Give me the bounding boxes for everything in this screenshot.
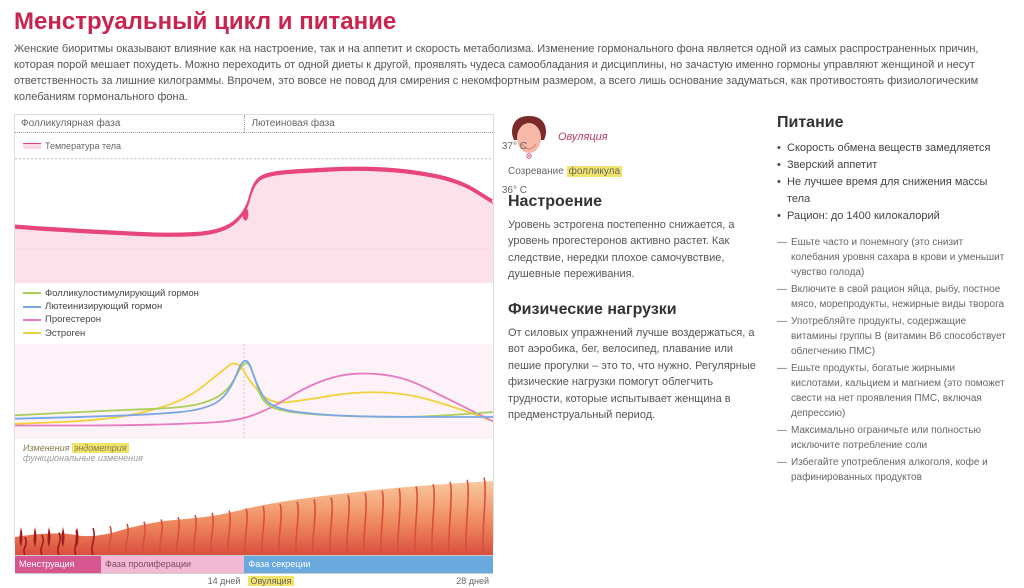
endo-label-hl: эндометрия — [72, 443, 129, 453]
ovulation-box: Овуляция — [508, 114, 763, 160]
segment-proliferation: Фаза пролиферации — [101, 556, 244, 573]
hormone-legend: Фолликулостимулирующий гормон Лютеинизир… — [15, 283, 493, 344]
phase-luteal: Лютеиновая фаза — [244, 115, 493, 133]
legend-fsh: Фолликулостимулирующий гормон — [23, 287, 485, 300]
days-ovulation: Овуляция — [244, 574, 297, 588]
intro-paragraph: Женские биоритмы оказывают влияние как н… — [14, 42, 1010, 106]
legend-lh-label: Лютеинизирующий гормон — [45, 300, 162, 313]
legend-estr-label: Эстроген — [45, 327, 85, 340]
follicle-label: Созревание фолликула — [508, 166, 763, 177]
hormone-svg — [15, 344, 493, 439]
columns: Фолликулярная фаза Лютеиновая фаза 37° С… — [14, 114, 1010, 544]
legend-prog: Прогестерон — [23, 313, 485, 326]
segment-secretion: Фаза секреции — [244, 556, 493, 573]
temp-legend: Температура тела — [23, 141, 121, 151]
temp-chart-area: 37° С 36° С Температура тела — [15, 133, 493, 283]
temperature-svg — [15, 133, 493, 283]
phase-follicular: Фолликулярная фаза — [15, 115, 244, 133]
infographic-root: Менструальный цикл и питание Женские био… — [0, 0, 1024, 566]
main-title: Менструальный цикл и питание — [14, 8, 1010, 36]
segment-menstruation: Менструация — [15, 556, 101, 573]
nutrition-tip: Включите в свой рацион яйца, рыбу, постн… — [777, 282, 1007, 312]
nutrition-bullets: Скорость обмена веществ замедляетсяЗверс… — [777, 140, 1007, 225]
endometrium-label: Изменения эндометрия функциональные изме… — [15, 439, 493, 467]
temp-37-label: 37° С — [502, 141, 527, 152]
nutrition-bullet: Рацион: до 1400 килокалорий — [777, 208, 1007, 225]
days-14: 14 дней — [15, 574, 244, 588]
right-column: Питание Скорость обмена веществ замедляе… — [777, 114, 1007, 544]
ovulation-label: Овуляция — [558, 131, 608, 143]
nutrition-bullet: Скорость обмена веществ замедляется — [777, 140, 1007, 157]
nutrition-tip: Ешьте часто и понемногу (это снизит коле… — [777, 235, 1007, 280]
nutrition-tip: Максимально ограничьте или полностью иск… — [777, 423, 1007, 453]
endometrium-band — [15, 467, 493, 555]
mood-paragraph: Уровень эстрогена постепенно снижается, … — [508, 217, 763, 283]
face-icon — [508, 114, 550, 160]
nutrition-tips: Ешьте часто и понемногу (это снизит коле… — [777, 235, 1007, 485]
phase-segments-row: Менструация Фаза пролиферации Фаза секре… — [15, 555, 493, 573]
nutrition-heading: Питание — [777, 114, 1007, 132]
chart-wrap: Фолликулярная фаза Лютеиновая фаза 37° С… — [14, 114, 494, 544]
chart-column: Фолликулярная фаза Лютеиновая фаза 37° С… — [14, 114, 494, 544]
follicle-label-hl: фолликула — [567, 166, 623, 177]
temp-36-label: 36° С — [502, 185, 527, 196]
nutrition-bullet: Зверский аппетит — [777, 157, 1007, 174]
nutrition-tip: Избегайте употребления алкоголя, кофе и … — [777, 455, 1007, 485]
mood-heading: Настроение — [508, 193, 763, 211]
days-28: 28 дней — [298, 574, 493, 588]
legend-estr: Эстроген — [23, 327, 485, 340]
days-ovulation-label: Овуляция — [248, 576, 293, 586]
legend-fsh-label: Фолликулостимулирующий гормон — [45, 287, 199, 300]
temp-legend-label: Температура тела — [45, 141, 121, 151]
temp-swatch — [23, 143, 41, 149]
endometrium-svg — [15, 467, 493, 555]
legend-lh: Лютеинизирующий гормон — [23, 300, 485, 313]
nutrition-tip: Употребляйте продукты, содержащие витами… — [777, 314, 1007, 359]
follicle-label-1: Созревание — [508, 166, 567, 177]
legend-prog-label: Прогестерон — [45, 313, 101, 326]
endo-label-1: Изменения — [23, 443, 72, 453]
physical-heading: Физические нагрузки — [508, 301, 763, 319]
endo-label-2: функциональные изменения — [23, 453, 143, 463]
phase-row: Фолликулярная фаза Лютеиновая фаза — [15, 115, 493, 133]
nutrition-bullet: Не лучшее время для снижения массы тела — [777, 174, 1007, 208]
physical-paragraph: От силовых упражнений лучше воздержаться… — [508, 325, 763, 424]
nutrition-tip: Ешьте продукты, богатые жирными кислотам… — [777, 361, 1007, 421]
days-row: 14 дней Овуляция 28 дней — [15, 573, 493, 588]
middle-column: Овуляция Созревание фолликула Настроение… — [508, 114, 763, 544]
